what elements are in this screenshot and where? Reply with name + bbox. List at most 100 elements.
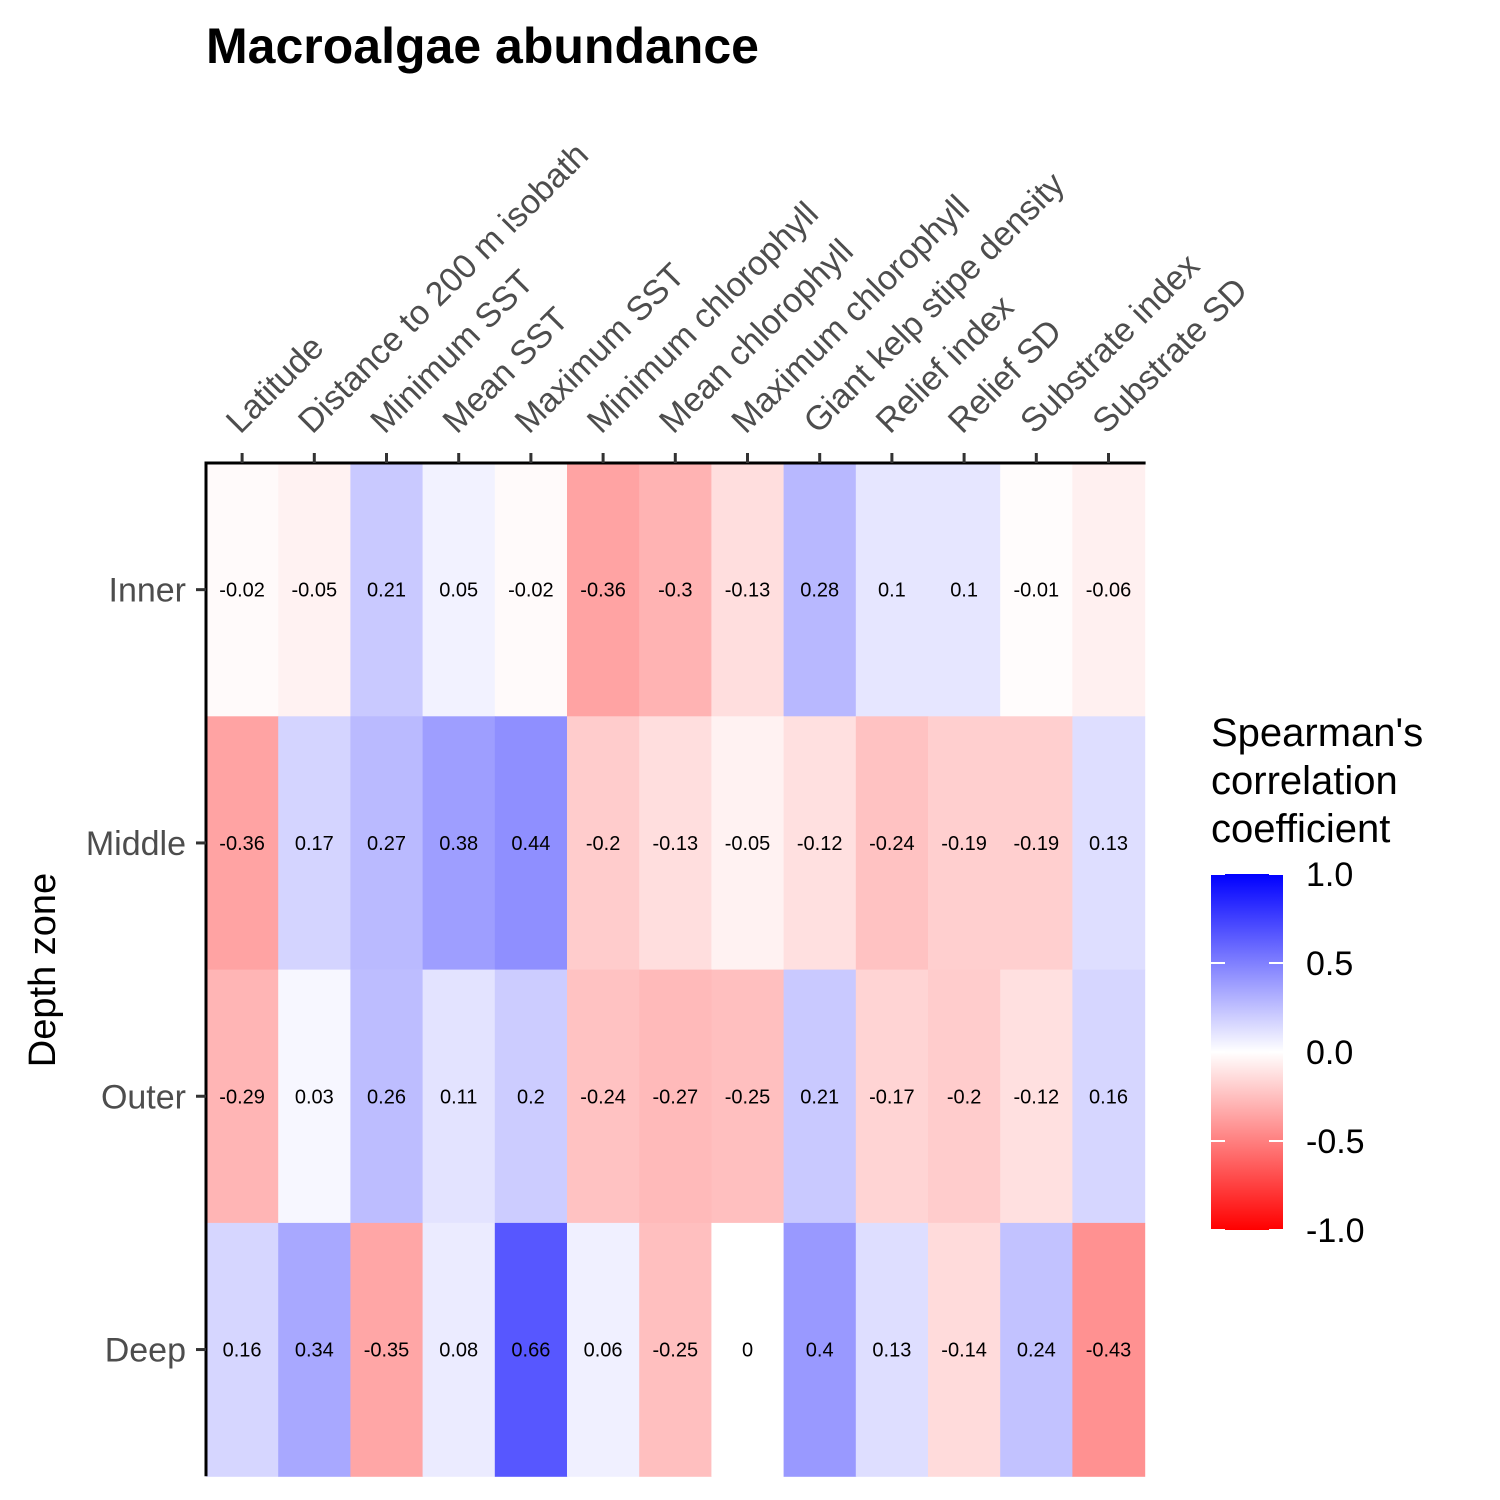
heatmap-cell [711, 716, 785, 971]
cell-value-label: -0.3 [658, 580, 692, 602]
cell-value-label: -0.19 [1014, 833, 1060, 855]
heatmap-cell [350, 463, 424, 717]
cell-value-label: 0.44 [511, 833, 550, 855]
cell-value-label: 0.2 [517, 1086, 545, 1108]
cell-value-label: -0.17 [869, 1086, 915, 1108]
cell-value-label: -0.29 [219, 1086, 265, 1108]
cell-value-label: 0.21 [800, 1086, 839, 1108]
heatmap-cell [928, 969, 1001, 1224]
heatmap-cells [206, 463, 1146, 1477]
cell-value-label: -0.14 [941, 1340, 987, 1362]
heatmap-cell [278, 969, 351, 1224]
cell-value-label: 0.4 [806, 1340, 834, 1362]
heatmap-cell [494, 716, 568, 971]
heatmap-cell [278, 463, 351, 717]
heatmap-cell [206, 969, 279, 1224]
heatmap-cell [639, 463, 712, 717]
heatmap-cell [350, 716, 424, 971]
heatmap-cell [422, 463, 496, 717]
cell-value-label: -0.36 [219, 833, 265, 855]
heatmap-cell [855, 1222, 929, 1477]
heatmap-cell [494, 1222, 568, 1477]
cell-value-label: -0.36 [580, 580, 626, 602]
cell-value-label: 0.34 [295, 1340, 334, 1362]
cell-value-label: -0.12 [797, 833, 843, 855]
chart-title: Macroalgae abundance [206, 18, 759, 74]
cell-value-label: -0.25 [725, 1086, 771, 1108]
cell-value-label: -0.2 [586, 833, 620, 855]
cell-value-label: 0.06 [584, 1340, 623, 1362]
cell-value-label: 0.38 [439, 833, 478, 855]
heatmap-cell [350, 969, 424, 1224]
heatmap-cell [278, 1222, 351, 1477]
heatmap-cell [1072, 463, 1146, 717]
heatmap-cell [711, 969, 785, 1224]
y-tick-label: Outer [101, 1078, 186, 1116]
heatmap-cell [928, 1222, 1001, 1477]
heatmap-cell [206, 716, 279, 971]
cell-value-label: -0.05 [725, 833, 771, 855]
heatmap-cell [567, 1222, 640, 1477]
cell-value-label: 0 [742, 1340, 753, 1362]
heatmap-cell [206, 463, 279, 717]
heatmap-cell [422, 716, 496, 971]
cell-value-label: -0.13 [725, 580, 771, 602]
legend-title-line: Spearman's [1211, 711, 1423, 755]
cell-value-label: 0.1 [950, 580, 978, 602]
heatmap-cell [783, 969, 857, 1224]
heatmap-cell [567, 463, 640, 717]
cell-value-label: -0.43 [1086, 1340, 1132, 1362]
cell-value-label: -0.24 [869, 833, 915, 855]
heatmap-cell [422, 1222, 496, 1477]
cell-value-label: -0.24 [580, 1086, 626, 1108]
cell-value-label: 0.27 [367, 833, 406, 855]
cell-value-label: -0.02 [508, 580, 554, 602]
heatmap-cell [639, 716, 712, 971]
legend-tick-label: -1.0 [1306, 1212, 1365, 1250]
heatmap-cell [639, 1222, 712, 1477]
cell-value-label: -0.06 [1086, 580, 1132, 602]
heatmap-cell [855, 969, 929, 1224]
heatmap-cell [278, 716, 351, 971]
heatmap-cell [350, 1222, 424, 1477]
cell-value-label: 0.21 [367, 580, 406, 602]
legend-title-line: coefficient [1211, 807, 1390, 851]
heatmap-cell-labels: -0.02 -0.05 0.21 0.05 -0.02 -0.36 -0.3 -0.13 0.2… [219, 580, 1131, 1362]
cell-value-label: -0.35 [364, 1340, 410, 1362]
legend-tick-label: 0.0 [1306, 1034, 1353, 1072]
cell-value-label: -0.25 [653, 1340, 699, 1362]
y-axis-tick-labels: Inner Middle Outer Deep [86, 572, 206, 1370]
cell-value-label: 0.26 [367, 1086, 406, 1108]
heatmap-cell [567, 969, 640, 1224]
cell-value-label: 0.03 [295, 1086, 334, 1108]
legend-ticks: 1.0 0.5 0.0 -0.5 -1.0 [1211, 856, 1365, 1250]
heatmap-cell [1000, 463, 1073, 717]
heatmap-cell [855, 463, 929, 717]
heatmap-cell [422, 969, 496, 1224]
heatmap-cell [711, 1222, 785, 1477]
y-tick-label: Middle [86, 825, 186, 863]
legend-title-line: correlation [1211, 759, 1398, 803]
y-tick-label: Inner [109, 572, 187, 610]
cell-value-label: 0.66 [511, 1340, 550, 1362]
legend-tick-label: 1.0 [1306, 856, 1353, 894]
heatmap-cell [639, 969, 712, 1224]
heatmap-cell [206, 1222, 279, 1477]
cell-value-label: 0.17 [295, 833, 334, 855]
heatmap-cell [494, 969, 568, 1224]
cell-value-label: -0.12 [1014, 1086, 1060, 1108]
heatmap-cell [928, 716, 1001, 971]
cell-value-label: 0.08 [439, 1340, 478, 1362]
heatmap-cell [1000, 716, 1073, 971]
heatmap-cell [1000, 969, 1073, 1224]
cell-value-label: 0.24 [1017, 1340, 1056, 1362]
heatmap-cell [1000, 1222, 1073, 1477]
cell-value-label: -0.01 [1014, 580, 1060, 602]
heatmap-cell [783, 1222, 857, 1477]
heatmap-cell [494, 463, 568, 717]
cell-value-label: 0.13 [1089, 833, 1128, 855]
legend-tick-label: 0.5 [1306, 945, 1353, 983]
cell-value-label: 0.05 [439, 580, 478, 602]
